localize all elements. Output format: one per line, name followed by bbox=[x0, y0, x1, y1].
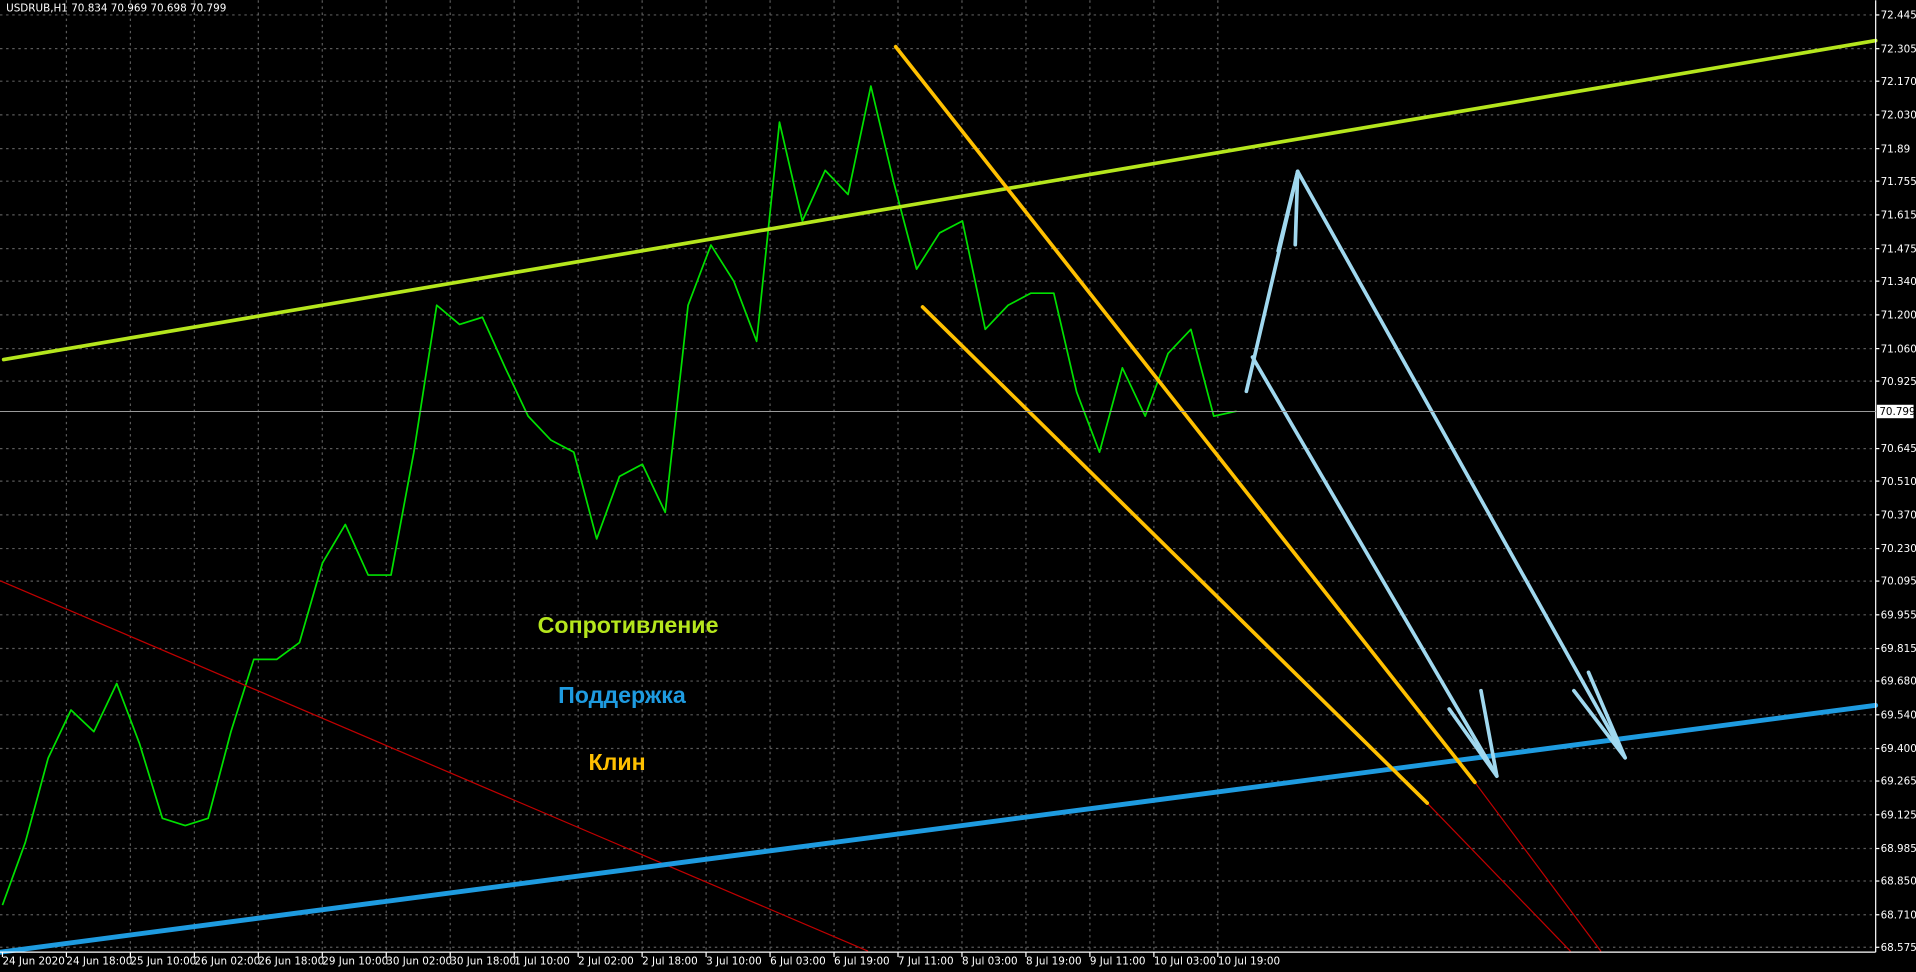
support-label: Поддержка bbox=[558, 682, 687, 708]
time-label: 2 Jul 18:00 bbox=[642, 955, 698, 967]
time-label: 6 Jul 03:00 bbox=[770, 955, 826, 967]
drawn-objects bbox=[0, 38, 1879, 955]
price-label: 70.230 bbox=[1881, 543, 1916, 555]
arrow bbox=[1295, 169, 1628, 760]
price-label: 68.575 bbox=[1881, 942, 1916, 954]
time-label: 30 Jun 02:00 bbox=[386, 955, 452, 967]
price-label: 69.125 bbox=[1881, 809, 1916, 821]
arrowhead bbox=[1447, 688, 1499, 778]
symbol-info: USDRUB,H1 70.834 70.969 70.698 70.799 bbox=[6, 2, 226, 14]
time-label: 8 Jul 19:00 bbox=[1026, 955, 1082, 967]
time-label: 2 Jul 02:00 bbox=[578, 955, 634, 967]
time-label: 24 Jun 18:00 bbox=[66, 955, 132, 967]
price-label: 68.850 bbox=[1881, 876, 1916, 888]
forecast-arrows bbox=[1244, 169, 1628, 779]
price-label: 72.305 bbox=[1881, 43, 1916, 55]
grid bbox=[0, 0, 1876, 953]
wedge-label: Клин bbox=[588, 749, 645, 775]
time-label: 26 Jun 02:00 bbox=[194, 955, 260, 967]
price-label: 70.645 bbox=[1881, 443, 1916, 455]
price-label: 69.540 bbox=[1881, 709, 1916, 721]
red-trendline bbox=[1426, 802, 1571, 952]
resistance-line bbox=[1, 38, 1878, 362]
price-label: 69.680 bbox=[1881, 676, 1916, 688]
arrowhead bbox=[1276, 170, 1300, 253]
price-label: 68.710 bbox=[1881, 909, 1916, 921]
arrowhead bbox=[1572, 670, 1627, 759]
red-trendline bbox=[1474, 781, 1602, 952]
red-trendline bbox=[0, 580, 869, 952]
wedge-line bbox=[893, 44, 1477, 785]
time-label: 7 Jul 11:00 bbox=[898, 955, 954, 967]
current-price-label: 70.799 bbox=[1879, 406, 1915, 418]
price-label: 71.89 bbox=[1881, 143, 1911, 155]
time-label: 10 Jul 19:00 bbox=[1218, 955, 1280, 967]
time-label: 8 Jul 03:00 bbox=[962, 955, 1018, 967]
price-label: 68.985 bbox=[1881, 843, 1916, 855]
price-label: 70.370 bbox=[1881, 510, 1916, 522]
price-label: 70.925 bbox=[1881, 376, 1916, 388]
time-label: 26 Jun 18:00 bbox=[258, 955, 324, 967]
resistance-label: Сопротивление bbox=[538, 612, 719, 638]
price-label: 69.955 bbox=[1881, 609, 1916, 621]
price-label: 69.400 bbox=[1881, 743, 1916, 755]
current-price-box bbox=[1876, 404, 1914, 419]
arrow bbox=[1250, 355, 1499, 779]
price-label: 71.340 bbox=[1881, 276, 1916, 288]
price-label: 71.200 bbox=[1881, 310, 1916, 322]
price-label: 71.475 bbox=[1881, 243, 1916, 255]
price-label: 69.265 bbox=[1881, 776, 1916, 788]
price-label: 69.815 bbox=[1881, 643, 1916, 655]
time-label: 25 Jun 10:00 bbox=[130, 955, 196, 967]
time-label: 29 Jun 10:00 bbox=[322, 955, 388, 967]
support-line bbox=[0, 702, 1879, 955]
price-series bbox=[1, 85, 1237, 906]
price-label: 72.445 bbox=[1881, 10, 1916, 22]
price-label: 71.755 bbox=[1881, 176, 1916, 188]
price-label: 70.510 bbox=[1881, 476, 1916, 488]
time-label: 1 Jul 10:00 bbox=[514, 955, 570, 967]
wedge-line bbox=[920, 305, 1430, 805]
price-label: 70.095 bbox=[1881, 576, 1916, 588]
time-label: 24 Jun 2020 bbox=[2, 955, 64, 967]
price-label: 71.615 bbox=[1881, 210, 1916, 222]
time-label: 3 Jul 10:00 bbox=[706, 955, 762, 967]
price-label: 72.030 bbox=[1881, 110, 1916, 122]
price-label: 71.060 bbox=[1881, 343, 1916, 355]
price-label: 72.170 bbox=[1881, 76, 1916, 88]
time-label: 6 Jul 19:00 bbox=[834, 955, 890, 967]
time-label: 9 Jul 11:00 bbox=[1090, 955, 1146, 967]
time-label: 10 Jul 03:00 bbox=[1154, 955, 1216, 967]
price-line bbox=[1, 85, 1237, 906]
time-label: 30 Jun 18:00 bbox=[450, 955, 516, 967]
